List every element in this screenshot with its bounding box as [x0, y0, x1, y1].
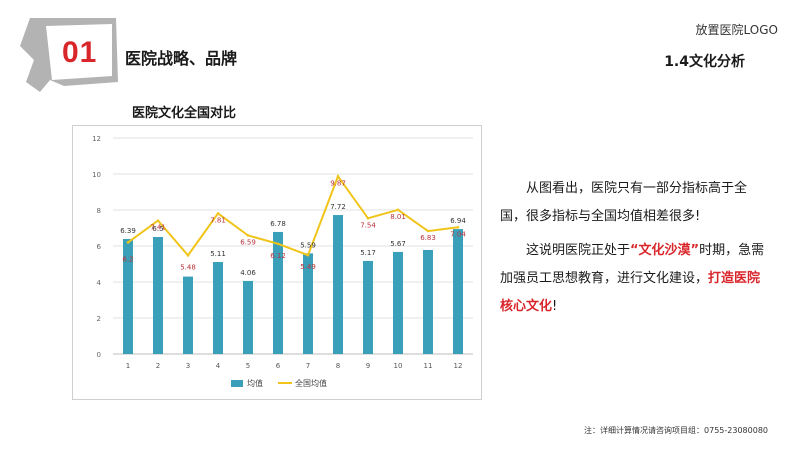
bar-series-1 — [393, 251, 403, 354]
analysis-paragraph-2: 这说明医院正处于“文化沙漠”时期，急需加强员工思想教育，进行文化建设，打造医院核… — [500, 237, 770, 321]
bar-series-1 — [303, 253, 313, 354]
line-data-label: 7.41 — [150, 224, 166, 232]
section-number: 01 — [62, 36, 98, 69]
line-point — [126, 241, 130, 244]
bar-data-label: 7.72 — [330, 203, 346, 211]
line-point — [156, 219, 160, 222]
y-tick-label: 4 — [97, 279, 102, 287]
line-point — [186, 254, 190, 257]
legend-label-series-1: 均值 — [247, 378, 263, 388]
highlight-core-culture: 打造医院核心文化 — [500, 271, 761, 314]
chart-title: 医院文化全国对比 — [132, 106, 237, 121]
x-tick-label: 10 — [394, 362, 403, 370]
x-tick-label: 1 — [126, 362, 130, 370]
line-data-label: 6.83 — [420, 234, 436, 242]
line-point — [396, 208, 400, 212]
bar-data-label: 5.59 — [300, 241, 316, 249]
line-point — [366, 216, 370, 220]
x-tick-label: 2 — [156, 362, 160, 370]
highlight-culture-desert: “文化沙漠” — [630, 243, 700, 258]
hospital-logo-placeholder: 放置医院LOGO — [695, 23, 778, 37]
x-tick-label: 6 — [276, 362, 281, 370]
line-data-label: 6.12 — [270, 252, 286, 260]
analysis-text-2c: 时期，急需加强员工思想教育，进行文化建设， — [500, 243, 765, 286]
line-data-label: 8.01 — [390, 213, 406, 221]
bar-series-1 — [153, 237, 163, 354]
line-data-label: 6.59 — [240, 238, 256, 246]
bar-data-label: 6.39 — [120, 227, 136, 235]
line-data-label: 9.87 — [330, 179, 346, 187]
x-tick-label: 12 — [454, 362, 463, 370]
x-tick-label: 9 — [366, 362, 370, 370]
legend-label-series-2: 全国均值 — [295, 378, 327, 388]
x-tick-label: 8 — [336, 362, 340, 370]
bar-data-label: 6.94 — [450, 217, 466, 225]
line-point — [336, 175, 340, 178]
section-title: 医院战略、品牌 — [125, 49, 238, 68]
line-point — [306, 253, 310, 257]
line-data-label: 5.49 — [300, 263, 316, 271]
y-tick-label: 8 — [97, 207, 101, 215]
bar-series-1 — [333, 215, 343, 354]
legend-bar-swatch — [231, 380, 243, 387]
x-tick-label: 5 — [246, 362, 250, 370]
y-tick-label: 12 — [92, 135, 101, 143]
header-decoration — [20, 18, 118, 92]
analysis-text-2a: 这说明医院正处于 — [526, 243, 631, 258]
bar-data-label: 5.17 — [360, 249, 376, 257]
analysis-text-1: 从图看出，医院只有一部分指标高于全国，很多指标与全国均值相差很多! — [500, 181, 748, 224]
bar-data-label: 5.11 — [210, 250, 226, 258]
analysis-text-2e: ! — [552, 299, 558, 314]
x-tick-label: 3 — [186, 362, 190, 370]
bar-data-label: 5.67 — [390, 240, 406, 248]
bar-data-label: 6.5 — [152, 225, 163, 233]
line-point — [426, 229, 430, 233]
chart-container: 0 2 4 6 8 10 12 1 2 3 4 5 6 7 8 9 10 11 12 6.39 6.5 5.11 4.06 6… — [72, 125, 482, 400]
line-point — [456, 225, 460, 229]
subsection-title: 1.4文化分析 — [664, 54, 745, 70]
y-tick-label: 6 — [97, 243, 102, 251]
bar-series-1 — [423, 249, 433, 354]
line-point — [246, 234, 250, 237]
line-point — [276, 242, 280, 246]
bar-series-1 — [123, 238, 133, 354]
line-data-label: 6.2 — [122, 255, 133, 263]
y-tick-label: 10 — [92, 171, 101, 179]
line-point — [216, 212, 220, 215]
bar-data-label: 6.78 — [270, 220, 286, 228]
line-data-label: 7.54 — [360, 221, 376, 229]
y-tick-label: 0 — [97, 351, 101, 359]
x-tick-label: 4 — [216, 362, 221, 370]
x-tick-label: 11 — [424, 362, 433, 370]
line-data-label: 7.81 — [210, 216, 226, 224]
bar-series-1 — [273, 231, 283, 354]
bar-data-label: 4.06 — [240, 269, 256, 277]
bar-series-1 — [243, 280, 253, 354]
footer-note: 注：详细计算情况请咨询项目组：0755-23080080 — [584, 426, 768, 435]
x-tick-label: 7 — [306, 362, 310, 370]
analysis-paragraph-1: 从图看出，医院只有一部分指标高于全国，很多指标与全国均值相差很多! — [500, 175, 770, 231]
y-tick-label: 2 — [97, 315, 101, 323]
line-series-2 — [127, 174, 459, 257]
bar-series-1 — [213, 262, 223, 354]
bar-series-1 — [183, 276, 193, 354]
line-data-label: 7.04 — [450, 230, 466, 238]
bar-series-1 — [363, 260, 373, 354]
bar-series-1 — [453, 229, 463, 354]
line-data-label: 5.48 — [180, 263, 196, 271]
